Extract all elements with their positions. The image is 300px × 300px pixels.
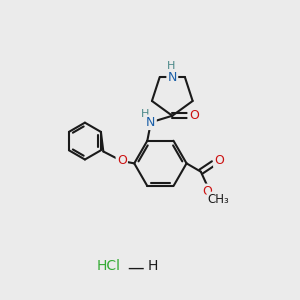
Text: O: O: [117, 154, 127, 167]
Text: CH₃: CH₃: [208, 193, 230, 206]
Text: O: O: [189, 109, 199, 122]
Text: N: N: [146, 116, 156, 129]
Text: N: N: [168, 70, 177, 83]
Text: H: H: [148, 259, 158, 273]
Text: HCl: HCl: [96, 259, 120, 273]
Text: —: —: [127, 258, 143, 276]
Text: O: O: [202, 185, 212, 198]
Text: H: H: [141, 109, 150, 119]
Text: H: H: [167, 61, 175, 71]
Text: O: O: [214, 154, 224, 167]
